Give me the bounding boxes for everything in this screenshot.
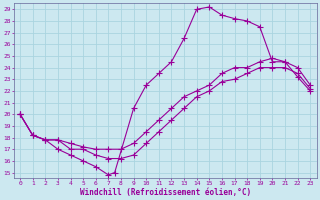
X-axis label: Windchill (Refroidissement éolien,°C): Windchill (Refroidissement éolien,°C): [80, 188, 251, 197]
